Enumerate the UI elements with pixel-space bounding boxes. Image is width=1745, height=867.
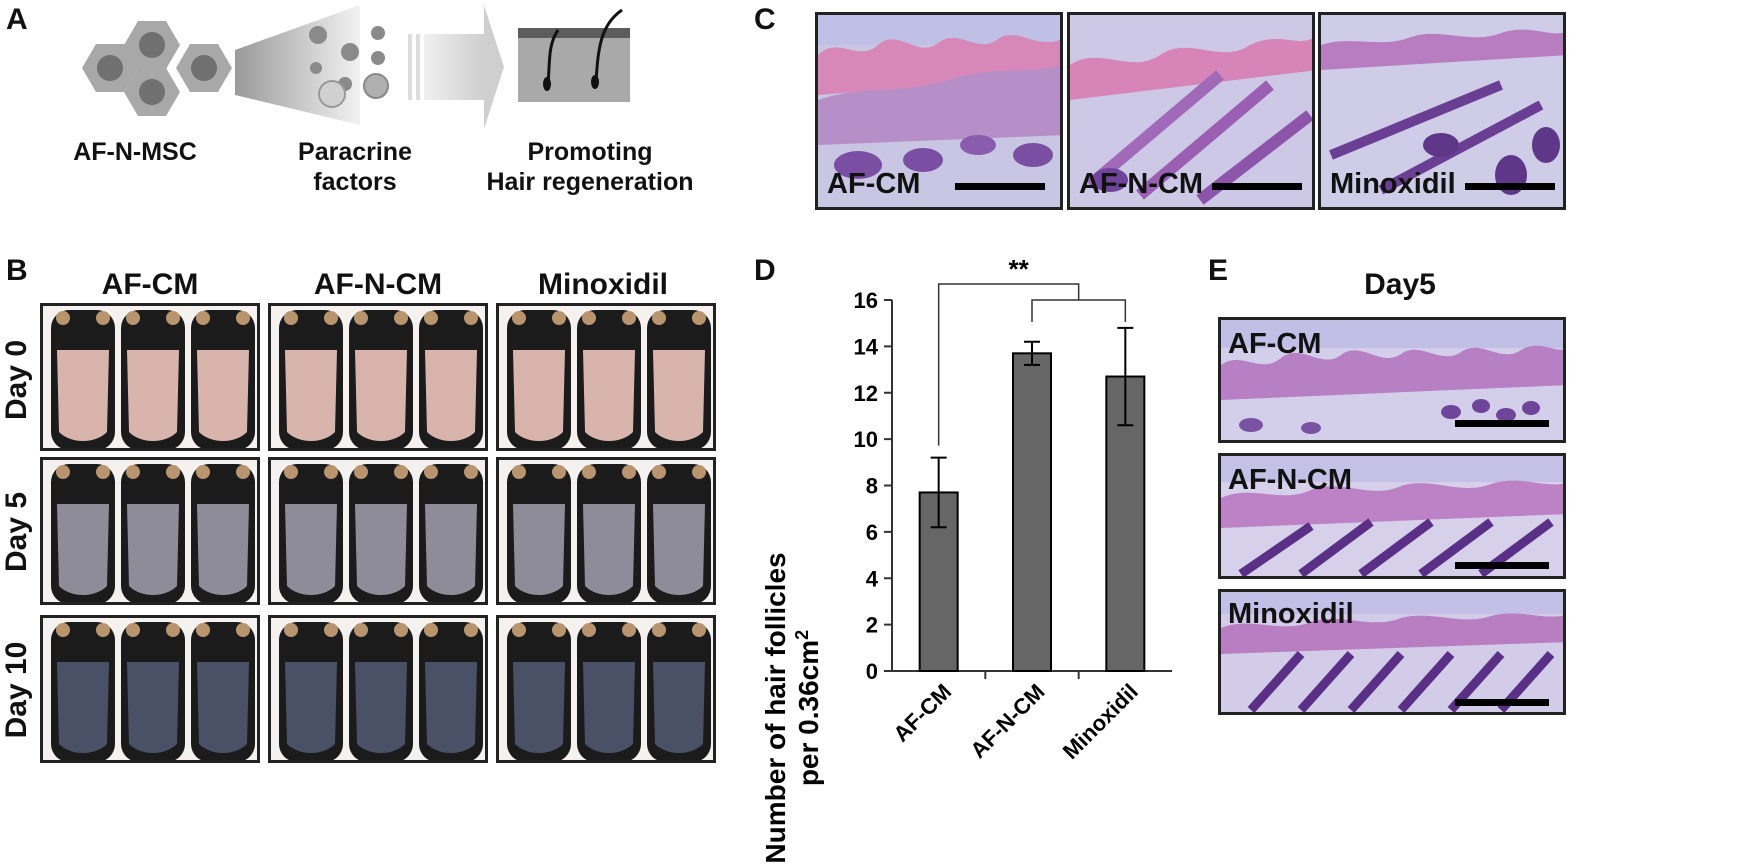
column-header-af-cm: AF-CM xyxy=(101,268,199,301)
y-axis: 0 2 4 6 8 10 12 14 16 xyxy=(854,288,1172,684)
panel-label-b: B xyxy=(6,254,28,287)
histology-c-label-minoxidil: Minoxidil xyxy=(1330,168,1456,200)
column-header-af-n-cm: AF-N-CM xyxy=(313,268,443,301)
y-tick-label: 12 xyxy=(854,381,878,406)
x-tick-label: Minoxidil xyxy=(1058,679,1143,764)
cell-cluster-icon xyxy=(82,21,232,116)
panel-label-e: E xyxy=(1208,254,1229,287)
significance-marker: ** xyxy=(1009,254,1030,284)
factor-label-line1: Paracrine xyxy=(298,138,412,166)
y-tick-label: 2 xyxy=(866,613,878,638)
error-bar xyxy=(1024,340,1040,366)
bars xyxy=(918,352,1146,673)
y-tick-label: 0 xyxy=(866,659,878,684)
y-tick-label: 14 xyxy=(854,334,879,359)
skin-hair-icon xyxy=(518,8,630,102)
y-tick-label: 4 xyxy=(866,566,879,591)
y-tick-label: 8 xyxy=(866,474,878,499)
y-axis-label-line1: Number of hair follicles xyxy=(760,552,791,863)
x-tick-labels: AF-CM AF-N-CM Minoxidil xyxy=(888,671,1143,764)
y-tick-label: 16 xyxy=(854,288,878,313)
hair-follicle-bar-chart: 0 2 4 6 8 10 12 14 16 AF-CM AF-N-CM Minoxidil ** N… xyxy=(760,254,1172,864)
scale-bar xyxy=(1455,699,1549,706)
mouse-photo xyxy=(40,615,260,763)
mouse-photo xyxy=(40,457,260,605)
mouse-photo xyxy=(268,615,488,763)
arrow-icon xyxy=(408,5,504,129)
factor-label-line2: factors xyxy=(313,168,397,196)
mouse-photo xyxy=(496,615,716,763)
panel-label-a: A xyxy=(6,3,28,36)
mouse-photo xyxy=(496,303,716,451)
paracrine-factors-icon xyxy=(309,26,389,108)
paracrine-beam xyxy=(235,5,360,125)
panel-label-d: D xyxy=(754,254,776,287)
mouse-photo xyxy=(268,457,488,605)
histology-e-label-af-n-cm: AF-N-CM xyxy=(1228,464,1353,496)
x-tick-label: AF-CM xyxy=(888,679,956,747)
histology-c-af-cm xyxy=(815,12,1063,210)
histology-e-label-minoxidil: Minoxidil xyxy=(1228,598,1354,630)
mouse-photo xyxy=(268,303,488,451)
histology-e-label-af-cm: AF-CM xyxy=(1228,328,1322,360)
error-bar xyxy=(1117,326,1134,427)
result-label-line1: Promoting xyxy=(527,138,653,166)
row-header-day5: Day 5 xyxy=(0,491,33,573)
scale-bar xyxy=(1465,183,1555,190)
scale-bar xyxy=(955,183,1045,190)
error-bar xyxy=(930,456,947,529)
histology-c-label-af-n-cm: AF-N-CM xyxy=(1079,168,1204,200)
row-header-day0: Day 0 xyxy=(0,339,33,421)
histology-e-af-cm xyxy=(1218,317,1566,443)
scale-bar xyxy=(1455,562,1549,569)
scale-bar xyxy=(1212,183,1302,190)
scale-bar xyxy=(1455,420,1549,427)
panel-e-title: Day5 xyxy=(1364,268,1436,301)
histology-c-minoxidil xyxy=(1318,12,1566,210)
mouse-photo xyxy=(40,303,260,451)
y-tick-label: 6 xyxy=(866,520,878,545)
significance-bracket: ** xyxy=(937,254,1127,446)
histology-c-af-n-cm xyxy=(1067,12,1315,210)
histology-c-label-af-cm: AF-CM xyxy=(827,168,921,200)
panel-a-schematic xyxy=(82,5,630,129)
y-axis-label-line2: per 0.36cm2 xyxy=(792,630,824,786)
y-tick-label: 10 xyxy=(854,427,878,452)
cell-label: AF-N-MSC xyxy=(73,138,197,166)
error-bars xyxy=(930,326,1134,529)
panel-label-c: C xyxy=(754,3,776,36)
column-header-minoxidil: Minoxidil xyxy=(538,268,668,301)
row-header-day10: Day 10 xyxy=(0,641,33,739)
mouse-photo xyxy=(496,457,716,605)
result-label-line2: Hair regeneration xyxy=(486,168,694,196)
bar xyxy=(1012,352,1052,673)
x-tick-label: AF-N-CM xyxy=(965,679,1049,763)
